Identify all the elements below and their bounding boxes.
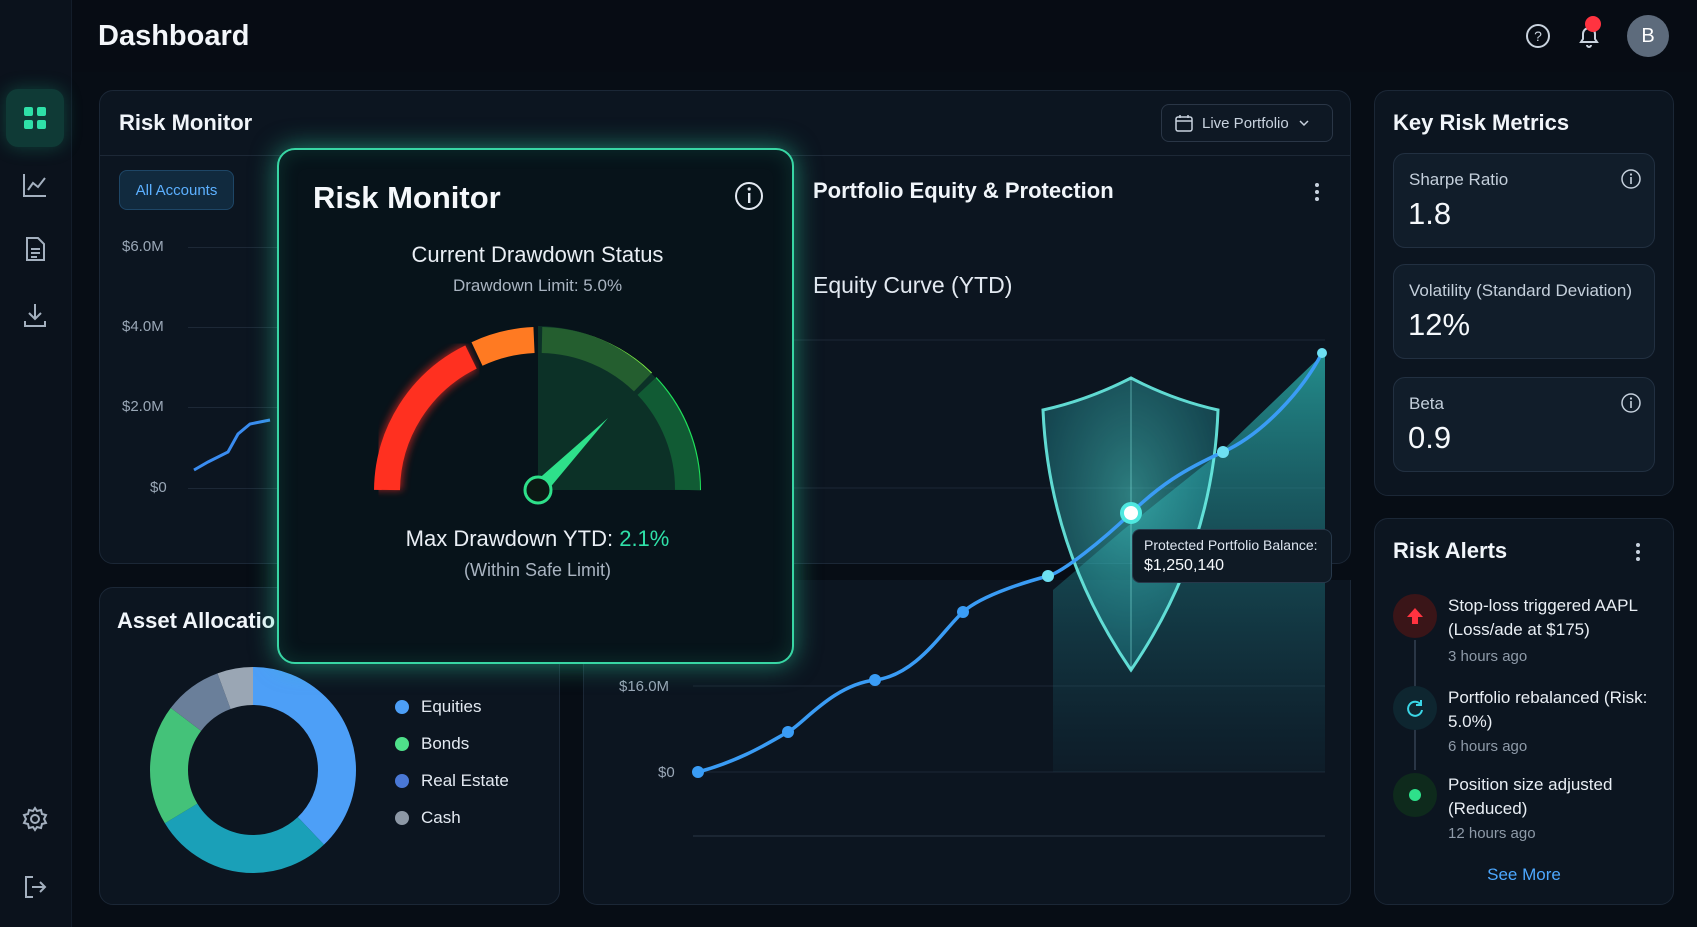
y-tick: $0 bbox=[658, 764, 675, 781]
document-icon[interactable] bbox=[6, 220, 64, 278]
chevron-down-icon bbox=[1299, 120, 1309, 127]
risk-alerts-title: Risk Alerts bbox=[1393, 538, 1508, 563]
y-tick: $2.0M bbox=[122, 398, 164, 415]
gridline bbox=[188, 247, 278, 248]
allocation-donut bbox=[150, 667, 356, 873]
chart-icon[interactable] bbox=[6, 156, 64, 214]
more-icon[interactable] bbox=[1307, 180, 1327, 204]
refresh-icon bbox=[1393, 686, 1437, 730]
stop-loss-icon bbox=[1393, 594, 1437, 638]
see-more-link[interactable]: See More bbox=[1487, 865, 1561, 884]
equity-title: Portfolio Equity & Protection bbox=[813, 178, 1114, 203]
y-tick: $4.0M bbox=[122, 318, 164, 335]
tooltip-value: $1,250,140 bbox=[1144, 557, 1225, 574]
gridline bbox=[188, 327, 278, 328]
popup-title: Risk Monitor bbox=[313, 180, 501, 215]
page-title: Dashboard bbox=[98, 20, 250, 52]
sidebar bbox=[0, 0, 72, 927]
notification-badge bbox=[1585, 16, 1601, 32]
svg-text:?: ? bbox=[1534, 28, 1542, 44]
info-icon[interactable] bbox=[1620, 392, 1642, 414]
alert-time: 12 hours ago bbox=[1448, 825, 1536, 842]
max-drawdown: Max Drawdown YTD: 2.1% bbox=[405, 526, 670, 551]
more-icon[interactable] bbox=[1628, 540, 1648, 564]
drawdown-limit: Drawdown Limit: 5.0% bbox=[452, 276, 623, 295]
popup-subtitle: Current Drawdown Status bbox=[411, 242, 664, 267]
y-tick: $0 bbox=[150, 479, 167, 496]
alert-title[interactable]: Portfolio rebalanced (Risk: 5.0%) bbox=[1448, 688, 1648, 731]
alert-time: 3 hours ago bbox=[1448, 648, 1528, 665]
gridline bbox=[188, 407, 278, 408]
y-tick: $16.0M bbox=[619, 678, 670, 695]
y-tick: $6.0M bbox=[122, 238, 164, 255]
settings-icon[interactable] bbox=[6, 790, 64, 848]
status-dot-icon bbox=[1393, 773, 1437, 817]
drawdown-gauge bbox=[372, 326, 702, 505]
tooltip-label: Protected Portfolio Balance: bbox=[1144, 537, 1318, 553]
info-icon[interactable] bbox=[733, 180, 765, 212]
help-icon[interactable]: ? bbox=[1522, 20, 1554, 52]
all-accounts-filter[interactable]: All Accounts bbox=[119, 170, 234, 210]
logout-icon[interactable] bbox=[6, 858, 64, 916]
max-drawdown-value: 2.1% bbox=[619, 526, 670, 551]
dropdown-label: Live Portfolio bbox=[1202, 114, 1289, 132]
risk-monitor-title: Risk Monitor bbox=[119, 110, 253, 135]
legend-real-estate: Real Estate bbox=[395, 771, 509, 791]
safe-limit-note: (Within Safe Limit) bbox=[463, 560, 612, 580]
metric-volatility[interactable]: Volatility (Standard Deviation) 12% bbox=[1393, 264, 1655, 359]
balance-tooltip: Protected Portfolio Balance: $1,250,140 bbox=[1132, 529, 1332, 583]
calendar-icon bbox=[1175, 115, 1193, 132]
key-metrics-title: Key Risk Metrics bbox=[1393, 110, 1570, 135]
legend-cash: Cash bbox=[395, 808, 461, 828]
metric-sharpe[interactable]: Sharpe Ratio 1.8 bbox=[1393, 153, 1655, 248]
avatar[interactable]: B bbox=[1627, 15, 1669, 57]
drawdown-popup: Risk Monitor Current Drawdown Status Dra… bbox=[277, 148, 794, 664]
download-icon[interactable] bbox=[6, 286, 64, 344]
legend-bonds: Bonds bbox=[395, 734, 469, 754]
info-icon[interactable] bbox=[1620, 168, 1642, 190]
gridline bbox=[188, 488, 278, 489]
alert-title[interactable]: Stop-loss triggered AAPL (Loss/ade at $1… bbox=[1448, 596, 1638, 639]
dashboard-icon[interactable] bbox=[6, 89, 64, 147]
topbar: Dashboard bbox=[72, 0, 1697, 72]
allocation-title: Asset Allocation bbox=[117, 608, 275, 633]
mini-equity-line bbox=[193, 418, 271, 472]
alert-title[interactable]: Position size adjusted (Reduced) bbox=[1448, 775, 1613, 818]
metric-beta[interactable]: Beta 0.9 bbox=[1393, 377, 1655, 472]
alert-time: 6 hours ago bbox=[1448, 738, 1528, 755]
equity-subtitle: Equity Curve (YTD) bbox=[813, 272, 1013, 298]
live-portfolio-dropdown[interactable]: Live Portfolio bbox=[1161, 104, 1333, 142]
legend-equities: Equities bbox=[395, 697, 481, 717]
